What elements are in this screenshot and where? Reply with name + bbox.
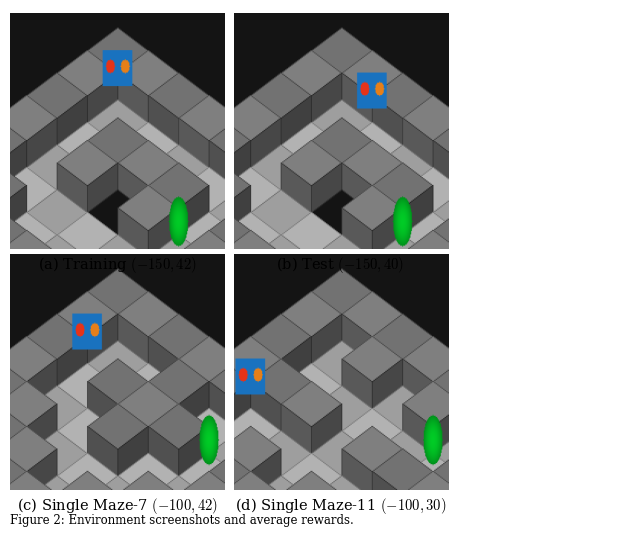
Text: (b) Test $(-150, 40)$: (b) Test $(-150, 40)$ bbox=[276, 255, 404, 275]
Text: (d) Single Maze-11 $(-100, 30)$: (d) Single Maze-11 $(-100, 30)$ bbox=[235, 496, 446, 516]
Text: Figure 2: Environment screenshots and average rewards.: Figure 2: Environment screenshots and av… bbox=[10, 514, 353, 527]
Text: (c) Single Maze-7 $(-100, 42)$: (c) Single Maze-7 $(-100, 42)$ bbox=[17, 496, 218, 516]
Text: (a) Training $(-150, 42)$: (a) Training $(-150, 42)$ bbox=[38, 255, 196, 275]
